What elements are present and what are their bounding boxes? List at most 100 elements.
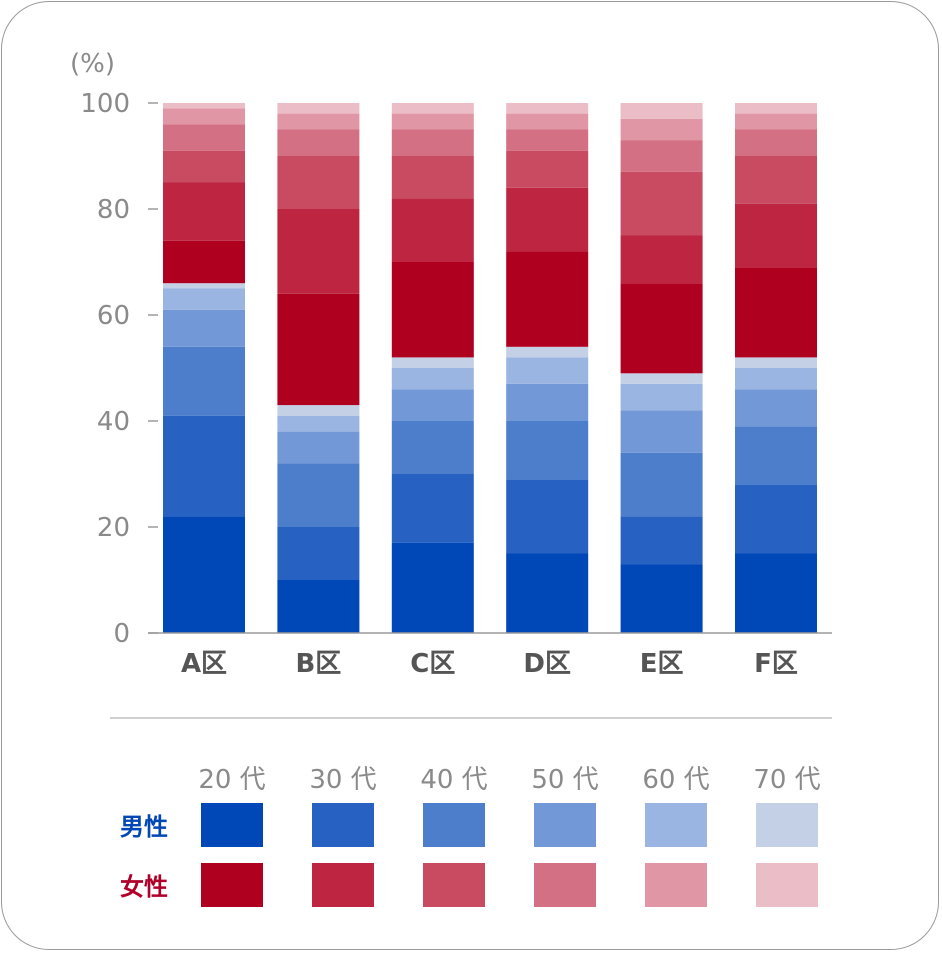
bar-segment-female-50代	[735, 129, 817, 156]
bar-segment-male-70代	[735, 357, 817, 368]
bar-segment-female-50代	[277, 129, 360, 156]
bar-segment-female-50代	[391, 129, 474, 156]
bar-segment-female-20代	[620, 283, 703, 374]
bar-segment-female-40代	[391, 156, 474, 199]
y-tick-label: 20	[97, 513, 130, 543]
y-tick-label: 60	[97, 301, 130, 331]
bar-segment-female-30代	[391, 198, 474, 262]
bar-segment-female-40代	[506, 150, 589, 188]
bar-segment-female-20代	[277, 293, 360, 406]
bars	[163, 103, 817, 633]
legend-swatch	[534, 863, 596, 907]
bar-segment-female-30代	[735, 203, 817, 268]
bar-segment-female-20代	[391, 262, 474, 358]
bar-segment-male-20代	[163, 516, 245, 633]
x-category-label: C区	[410, 649, 455, 679]
bar-segment-female-60代	[506, 113, 589, 130]
bar-segment-male-20代	[620, 564, 703, 633]
x-category-label: B区	[295, 649, 341, 679]
bar-segment-female-20代	[163, 240, 245, 284]
bar-segment-female-40代	[163, 150, 245, 183]
bar-segment-female-60代	[620, 118, 703, 141]
bar-segment-female-40代	[620, 171, 703, 236]
bar-segment-female-70代	[277, 103, 360, 114]
bar-segment-male-40代	[735, 426, 817, 485]
bar-segment-male-70代	[277, 405, 360, 416]
bar-segment-male-60代	[506, 357, 589, 384]
bar-segment-female-60代	[735, 113, 817, 130]
bar-segment-female-70代	[163, 103, 245, 109]
bar-segment-female-60代	[277, 113, 360, 130]
bar-segment-female-60代	[391, 113, 474, 130]
bar-segment-male-20代	[277, 580, 360, 633]
bar-segment-male-60代	[620, 383, 703, 411]
bar-segment-male-30代	[735, 484, 817, 554]
y-tick-label: 80	[97, 195, 130, 225]
bar-segment-male-50代	[506, 383, 589, 421]
legend-age-label: 50 代	[531, 765, 598, 795]
legend-swatch	[423, 863, 485, 907]
bar-segment-male-50代	[163, 309, 245, 347]
legend-swatch	[534, 803, 596, 847]
legend-age-label: 70 代	[753, 765, 820, 795]
y-tick-label: 100	[80, 89, 130, 119]
bar-segment-male-50代	[735, 389, 817, 427]
bar-segment-male-20代	[391, 542, 474, 633]
bar-segment-female-70代	[620, 103, 703, 119]
bar-segment-female-30代	[277, 209, 360, 294]
bar-segment-female-50代	[620, 140, 703, 172]
bar-segment-male-30代	[277, 527, 360, 580]
y-axis-ticks: 0 20 40 60 80 100	[80, 89, 158, 649]
bar-segment-female-40代	[735, 156, 817, 204]
bar-segment-male-70代	[620, 373, 703, 384]
bar-segment-female-70代	[391, 103, 474, 114]
x-category-label: A区	[181, 649, 227, 679]
bar-segment-male-40代	[506, 421, 589, 480]
x-category-label: D区	[523, 649, 571, 679]
bar-segment-male-20代	[506, 553, 589, 633]
bar-segment-male-60代	[163, 288, 245, 310]
bar-segment-male-60代	[277, 415, 360, 432]
bar-segment-female-60代	[163, 108, 245, 125]
bar-segment-male-60代	[391, 368, 474, 390]
legend-age-label: 40 代	[420, 765, 487, 795]
legend-swatch	[201, 863, 263, 907]
bar-segment-female-20代	[735, 267, 817, 358]
bar-segment-male-30代	[506, 479, 589, 554]
legend-swatch	[756, 803, 818, 847]
bar-segment-male-50代	[277, 431, 360, 464]
bar-segment-female-70代	[506, 103, 589, 114]
x-category-label: F区	[754, 649, 798, 679]
legend-swatch	[201, 803, 263, 847]
bar-segment-female-70代	[735, 103, 817, 114]
legend-age-label: 60 代	[642, 765, 709, 795]
bar-segment-male-50代	[391, 389, 474, 421]
bar-segment-male-40代	[620, 452, 703, 517]
bar-segment-male-30代	[391, 474, 474, 543]
legend-male-label: 男性	[120, 813, 168, 841]
bar-segment-female-50代	[506, 129, 589, 151]
legend-age-label: 30 代	[309, 765, 376, 795]
bar-segment-female-30代	[163, 182, 245, 241]
bar-segment-male-70代	[506, 346, 589, 358]
bar-segment-male-40代	[391, 421, 474, 474]
legend-swatch	[645, 863, 707, 907]
legend-swatch	[645, 803, 707, 847]
legend-swatch	[423, 803, 485, 847]
legend-age-label: 20 代	[198, 765, 265, 795]
bar-segment-male-70代	[391, 357, 474, 368]
bar-segment-male-20代	[735, 553, 817, 633]
x-category-label: E区	[640, 649, 684, 679]
bar-segment-female-40代	[277, 156, 360, 209]
y-axis-unit-label: (%)	[70, 49, 115, 79]
bar-segment-male-40代	[163, 346, 245, 416]
legend-swatch	[756, 863, 818, 907]
x-axis-labels: A区 B区 C区 D区 E区 F区	[181, 649, 798, 679]
bar-segment-female-30代	[506, 187, 589, 252]
legend-swatch	[312, 803, 374, 847]
bar-segment-male-40代	[277, 463, 360, 527]
legend-swatch	[312, 863, 374, 907]
bar-segment-male-50代	[620, 410, 703, 453]
